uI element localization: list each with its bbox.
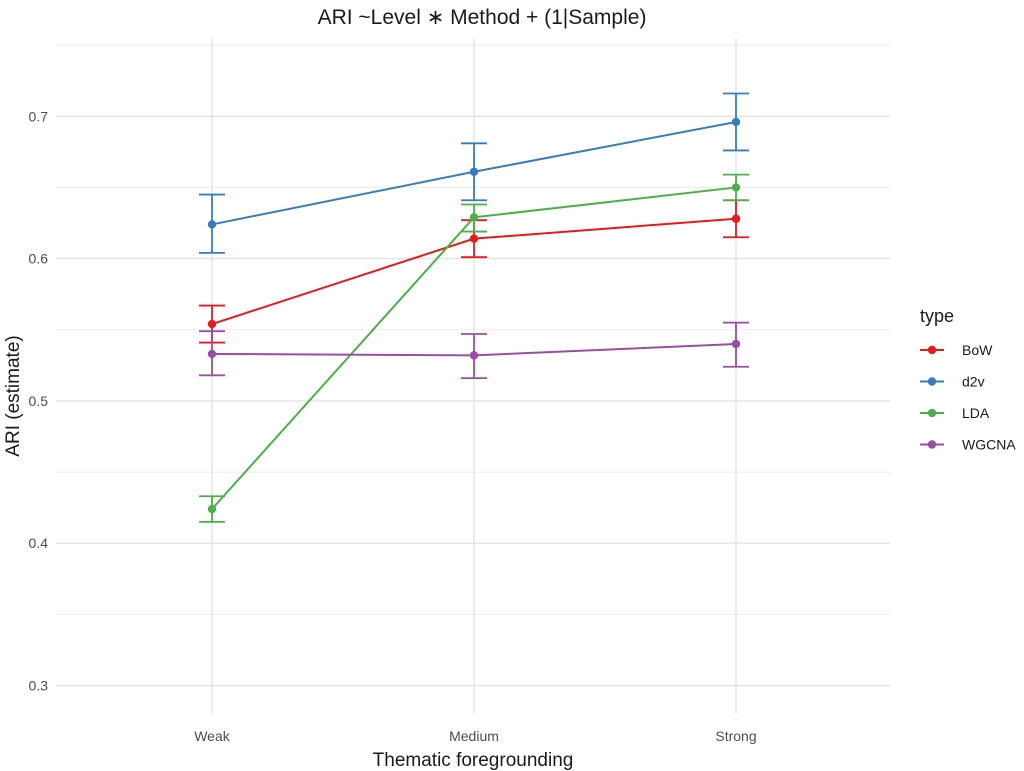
data-point-d2v [469, 167, 479, 176]
y-tick-label: 0.4 [29, 535, 49, 551]
y-tick-label: 0.6 [29, 251, 49, 267]
legend-label: d2v [962, 374, 985, 390]
point-layer [207, 117, 741, 514]
x-tick-label: Medium [449, 728, 499, 744]
legend-key-point [927, 408, 937, 418]
data-point-wgcna [731, 339, 741, 349]
x-axis-title: Thematic foregrounding [373, 750, 574, 771]
legend-key-point [927, 377, 937, 386]
legend-key-point [927, 440, 937, 449]
legend: type BoW d2v LDA WGCNA [920, 306, 1016, 453]
y-tick-label: 0.7 [29, 108, 49, 124]
x-tick-label: Strong [715, 728, 756, 744]
legend-item-bow: BoW [920, 342, 993, 358]
data-point-bow [207, 319, 217, 329]
legend-items: BoW d2v LDA WGCNA [920, 342, 1016, 453]
legend-item-d2v: d2v [920, 374, 985, 390]
legend-label: WGCNA [962, 437, 1016, 453]
y-axis-title: ARI (estimate) [3, 335, 24, 456]
data-point-bow [469, 234, 479, 243]
data-point-lda [207, 504, 217, 514]
data-point-d2v [207, 220, 217, 229]
data-point-bow [731, 214, 741, 223]
legend-label: LDA [962, 405, 990, 421]
data-point-wgcna [469, 351, 479, 360]
legend-item-wgcna: WGCNA [920, 437, 1016, 453]
data-point-lda [731, 183, 741, 192]
y-tick-label: 0.3 [29, 678, 49, 694]
tick-label-layer: 0.3 0.4 0.5 0.6 0.7 Weak Medium Strong [29, 108, 757, 744]
y-tick-label: 0.5 [29, 393, 49, 409]
chart-title: ARI ~Level ∗ Method + (1|Sample) [318, 6, 647, 29]
legend-key-point [927, 345, 937, 355]
data-point-wgcna [207, 349, 217, 359]
legend-title: type [920, 306, 954, 326]
grid-layer [56, 38, 890, 714]
data-point-lda [469, 213, 479, 222]
data-point-d2v [731, 117, 741, 127]
legend-label: BoW [962, 342, 993, 358]
x-tick-label: Weak [194, 728, 231, 744]
legend-item-lda: LDA [920, 405, 990, 421]
